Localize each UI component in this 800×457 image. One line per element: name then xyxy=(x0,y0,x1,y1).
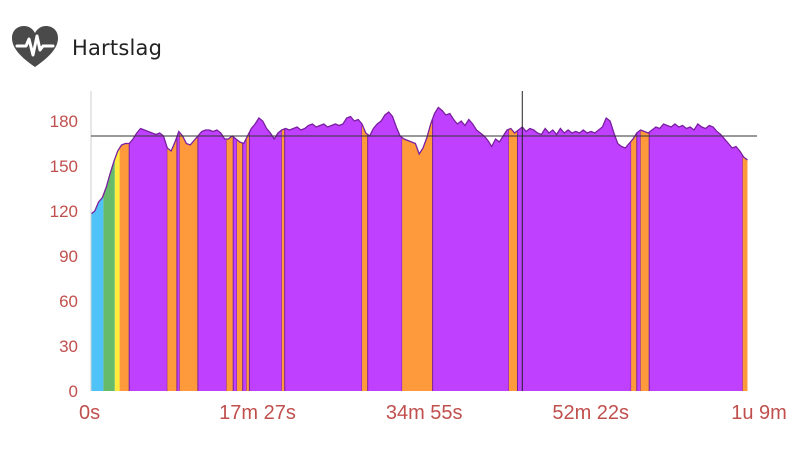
zone-segment-zone2 xyxy=(103,107,115,391)
y-tick-label: 90 xyxy=(59,247,78,266)
x-axis-ticks: 0s 17m 27s 34m 55s 52m 22s 1u 9m xyxy=(79,402,787,424)
zone-segment-zone4 xyxy=(508,107,518,391)
heart-rate-line xyxy=(90,106,748,215)
y-tick-label: 60 xyxy=(59,292,78,311)
zone-segment-zone4 xyxy=(281,107,285,391)
zone-segment-zone5 xyxy=(249,107,282,391)
zone-segment-zone4 xyxy=(631,107,637,391)
zone-segment-zone5 xyxy=(233,107,237,391)
heart-rate-icon xyxy=(12,26,58,67)
zone-segment-zone4 xyxy=(640,107,650,391)
y-tick-label: 120 xyxy=(50,202,78,221)
y-tick-label: 30 xyxy=(59,337,78,356)
y-tick-label: 150 xyxy=(50,157,78,176)
zone-segment-zone4 xyxy=(237,107,243,391)
zone-segment-zone4 xyxy=(226,107,234,391)
zone-segment-zone5 xyxy=(242,107,247,391)
x-tick-label: 17m 27s xyxy=(219,402,296,424)
zone-segment-zone5 xyxy=(176,107,180,391)
zone-segment-zone4 xyxy=(402,107,433,391)
zone-segment-zone5 xyxy=(284,107,362,391)
zone-areas xyxy=(91,107,748,391)
x-tick-label: 1u 9m xyxy=(731,402,787,424)
zone-segment-zone4 xyxy=(362,107,368,391)
x-tick-label: 52m 22s xyxy=(552,402,629,424)
zone-segment-zone4 xyxy=(119,107,130,391)
zone-segment-zone5 xyxy=(636,107,641,391)
y-tick-label: 0 xyxy=(69,382,78,401)
zone-segment-zone4 xyxy=(742,107,748,391)
zone-segment-zone4 xyxy=(246,107,250,391)
zone-segment-zone4 xyxy=(167,107,177,391)
zone-segment-zone4 xyxy=(179,107,198,391)
zone-segment-zone5 xyxy=(197,107,227,391)
zone-segment-zone3 xyxy=(114,107,120,391)
chart-title: Hartslag xyxy=(72,36,163,60)
x-tick-label: 0s xyxy=(79,402,100,424)
y-tick-label: 180 xyxy=(50,112,78,131)
zone-segment-zone5 xyxy=(129,107,168,391)
zone-segment-zone5 xyxy=(649,107,743,391)
zone-segment-zone5 xyxy=(367,107,402,391)
x-tick-label: 34m 55s xyxy=(386,402,463,424)
y-axis-ticks: 0 30 60 90 120 150 180 xyxy=(50,112,78,401)
zone-segment-zone5 xyxy=(432,107,509,391)
zone-segment-zone5 xyxy=(517,107,631,391)
chart-header: Hartslag xyxy=(12,26,162,70)
